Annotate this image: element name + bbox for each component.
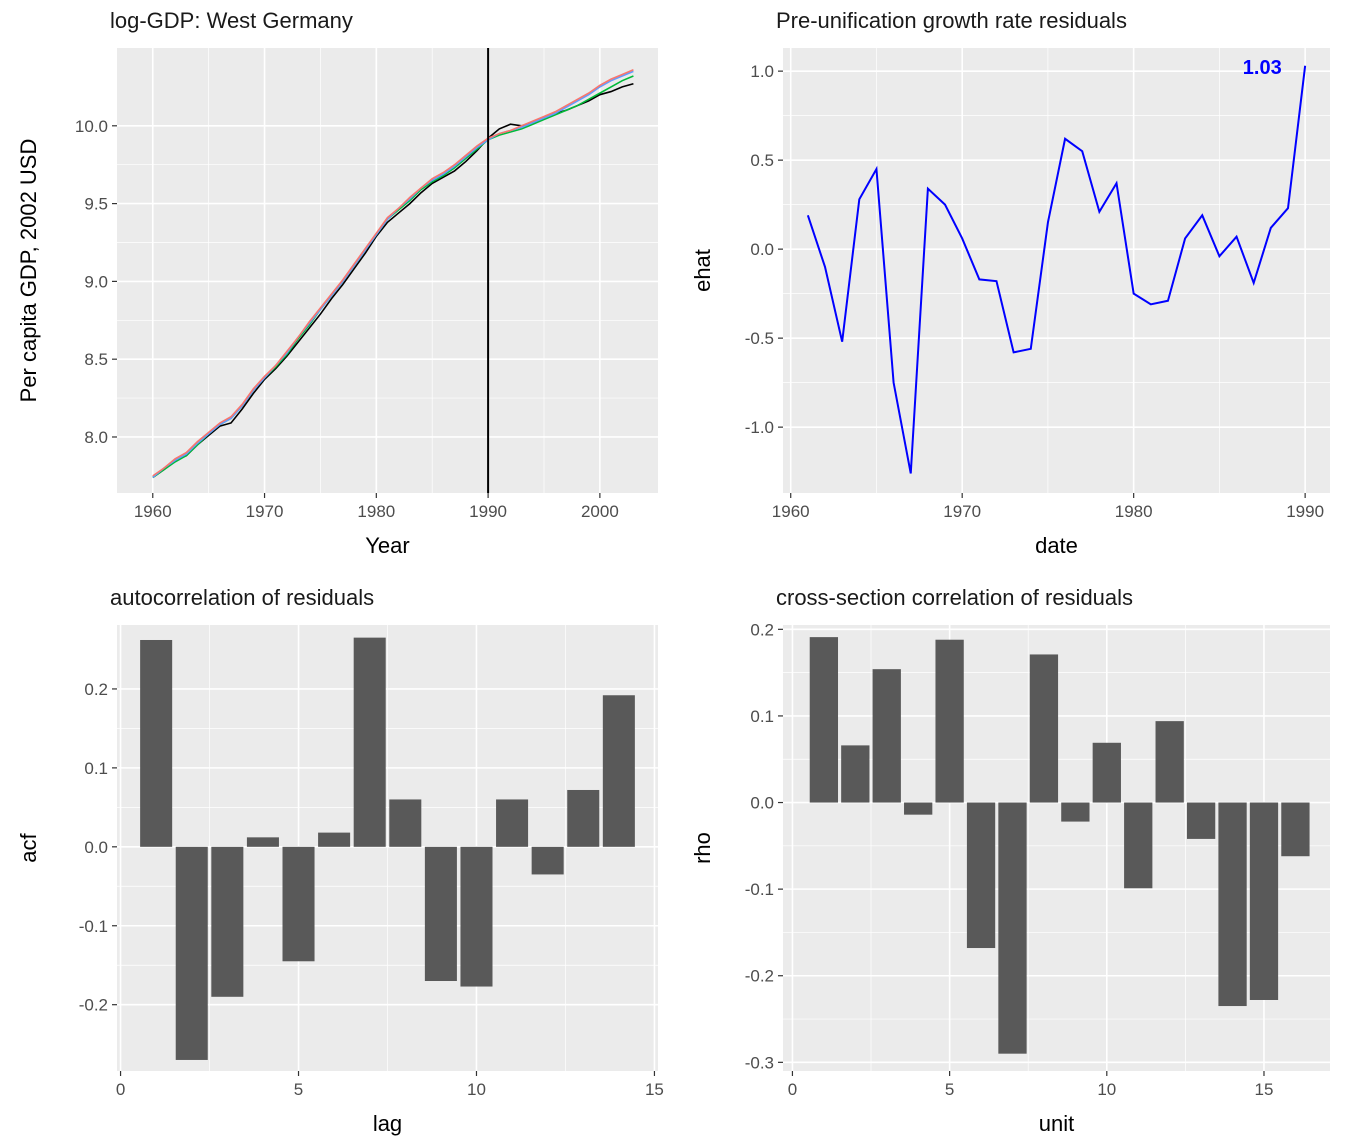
x-tick-label: 2000 [581, 502, 619, 521]
bar-14 [1218, 802, 1247, 1007]
y-tick-label: 1.0 [750, 62, 774, 81]
y-tick-label: -1.0 [745, 418, 774, 437]
y-axis-label: Per capita GDP, 2002 USD [16, 139, 41, 403]
x-tick-label: 15 [645, 1080, 664, 1099]
bar-14 [602, 695, 635, 847]
y-tick-label: -0.5 [745, 329, 774, 348]
y-axis-label: rho [690, 832, 715, 864]
y-tick-label: 10.0 [75, 117, 108, 136]
bar-1 [809, 637, 839, 803]
bar-16 [1281, 802, 1310, 857]
chart-panel-cross-section: 0 5 10 15 -0.3 -0.2 -0.1 0.0 0.1 0.2cross-section… [690, 585, 1330, 1136]
y-tick-label: 0.0 [84, 838, 108, 857]
bar-8 [1029, 654, 1059, 803]
bar-12 [531, 846, 564, 875]
x-axis-label: date [1035, 533, 1078, 558]
chart-title: Pre-unification growth rate residuals [776, 8, 1127, 33]
plot-background [783, 48, 1330, 493]
y-tick-label: -0.1 [79, 917, 108, 936]
y-tick-label: 8.5 [84, 350, 108, 369]
bar-4 [904, 802, 933, 815]
bar-6 [966, 802, 996, 949]
x-tick-label: 1990 [469, 502, 507, 521]
bar-5 [282, 846, 315, 962]
y-tick-label: -0.2 [79, 996, 108, 1015]
bar-6 [318, 832, 351, 847]
bar-9 [1061, 802, 1090, 822]
y-tick-label: 0.2 [84, 680, 108, 699]
x-tick-label: 15 [1255, 1080, 1274, 1099]
bar-12 [1155, 721, 1184, 803]
chart-panel-acf: 0 5 10 15 -0.2 -0.1 0.0 0.1 0.2 autocorrelation o… [16, 585, 664, 1136]
y-tick-label: -0.2 [745, 967, 774, 986]
chart-title: autocorrelation of residuals [110, 585, 374, 610]
plot-background [117, 48, 658, 493]
chart-title: log-GDP: West Germany [110, 8, 353, 33]
y-tick-label: 9.0 [84, 272, 108, 291]
x-tick-label: 0 [116, 1080, 125, 1099]
max-value-annotation: 1.03 [1243, 57, 1282, 79]
x-tick-label: 1990 [1286, 502, 1324, 521]
bar-10 [460, 846, 493, 987]
bar-1 [140, 639, 173, 847]
x-tick-label: 1960 [772, 502, 810, 521]
bar-5 [935, 639, 964, 803]
y-axis-label: ehat [690, 249, 715, 292]
bar-10 [1092, 742, 1121, 803]
x-axis-label: unit [1039, 1111, 1074, 1136]
series-line-3 [152, 69, 634, 477]
bar-13 [1186, 802, 1216, 839]
chart-panel-log-gdp: 1960 1970 1980 1990 2000 8.0 8.5 9.0 9.5 10.0 log-… [16, 8, 658, 558]
bar-4 [246, 837, 279, 847]
bar-2 [841, 745, 870, 803]
y-tick-label: 0.0 [750, 240, 774, 259]
y-tick-label: 0.0 [750, 794, 774, 813]
x-axis-label: Year [365, 533, 409, 558]
x-tick-label: 5 [294, 1080, 303, 1099]
bar-3 [872, 669, 901, 803]
x-tick-label: 1970 [943, 502, 981, 521]
x-tick-label: 1960 [134, 502, 172, 521]
y-tick-label: 0.1 [750, 707, 774, 726]
x-tick-label: 1980 [357, 502, 395, 521]
bar-7 [998, 802, 1027, 1054]
x-tick-label: 5 [945, 1080, 954, 1099]
y-tick-label: 9.5 [84, 195, 108, 214]
chart-title: cross-section correlation of residuals [776, 585, 1133, 610]
bar-3 [211, 846, 244, 997]
bar-15 [1249, 802, 1279, 1000]
chart-panel-residuals: 1960 1970 1980 1990 -1.0 -0.5 0.0 0.5 1.0 Pre-uni… [690, 8, 1330, 558]
x-axis-label: lag [373, 1111, 402, 1136]
bar-13 [567, 789, 600, 847]
bar-11 [496, 799, 529, 847]
bar-11 [1124, 802, 1153, 889]
x-tick-label: 0 [788, 1080, 797, 1099]
y-tick-label: -0.3 [745, 1053, 774, 1072]
bar-8 [389, 799, 422, 847]
residual-line [806, 65, 1307, 474]
y-axis-label: acf [16, 832, 41, 862]
bar-2 [175, 846, 208, 1060]
x-tick-label: 1970 [246, 502, 284, 521]
x-tick-label: 10 [1097, 1080, 1116, 1099]
y-tick-label: 8.0 [84, 428, 108, 447]
x-tick-label: 1980 [1115, 502, 1153, 521]
y-tick-label: 0.2 [750, 620, 774, 639]
y-tick-label: 0.5 [750, 151, 774, 170]
bar-9 [424, 846, 457, 982]
y-tick-label: -0.1 [745, 880, 774, 899]
y-tick-label: 0.1 [84, 759, 108, 778]
bar-7 [353, 637, 386, 847]
x-tick-label: 10 [467, 1080, 486, 1099]
